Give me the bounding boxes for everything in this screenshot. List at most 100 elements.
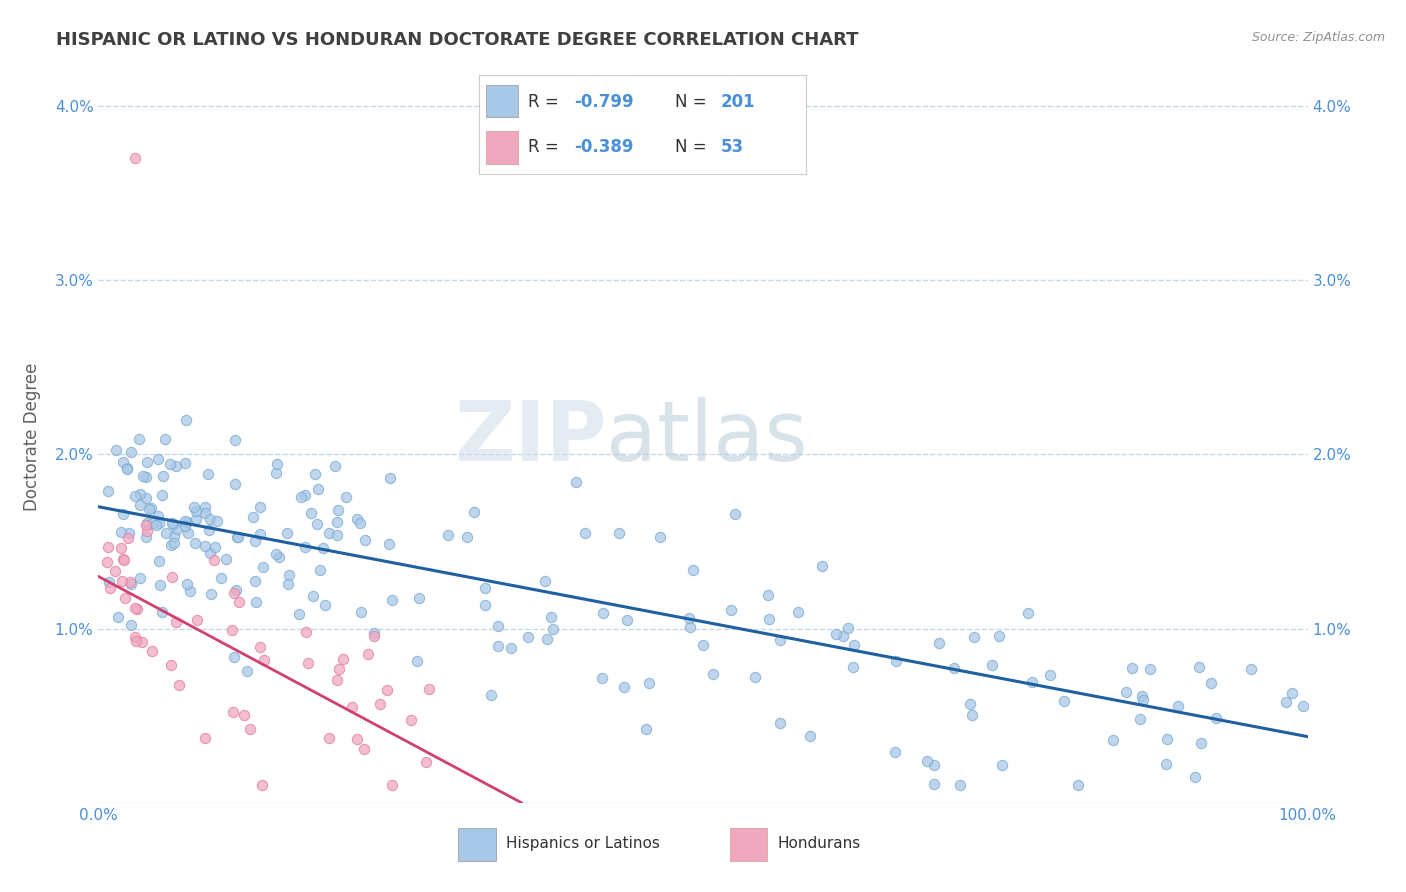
Point (194, 539, 217, 553)
Point (277, 577, 299, 591)
Point (149, 577, 172, 591)
Point (141, 644, 163, 658)
Point (226, 530, 249, 544)
Point (883, 745, 905, 759)
Point (204, 553, 226, 567)
Point (312, 541, 335, 555)
Point (516, 630, 538, 644)
Point (166, 523, 188, 537)
Point (111, 508, 134, 522)
Point (787, 605, 810, 619)
Point (200, 512, 222, 526)
Point (98, 581, 121, 595)
Point (294, 541, 316, 555)
Point (117, 531, 139, 545)
Point (949, 778, 972, 792)
Point (250, 778, 273, 792)
Point (129, 571, 152, 585)
Point (1115, 685, 1137, 699)
Point (148, 516, 170, 530)
Point (290, 490, 312, 504)
Point (299, 507, 322, 521)
Point (678, 611, 700, 625)
Point (328, 503, 350, 517)
Point (264, 547, 287, 561)
Point (1121, 661, 1143, 675)
Point (1274, 694, 1296, 708)
Point (981, 658, 1004, 673)
Point (1292, 698, 1315, 713)
Point (264, 466, 287, 480)
Point (323, 459, 346, 474)
Point (124, 634, 146, 648)
Point (96, 555, 118, 569)
Point (184, 512, 207, 526)
Point (332, 652, 354, 666)
Point (314, 598, 336, 612)
Point (682, 563, 704, 577)
Point (406, 654, 429, 668)
Point (636, 722, 658, 736)
Point (276, 526, 298, 541)
Point (297, 656, 319, 670)
Point (125, 601, 148, 615)
Point (167, 678, 190, 692)
Point (959, 698, 981, 712)
Point (97, 541, 120, 555)
Point (115, 462, 138, 476)
Point (269, 549, 291, 564)
Point (350, 605, 373, 619)
Point (616, 613, 638, 627)
Point (135, 470, 157, 484)
Point (105, 442, 128, 457)
Point (232, 707, 254, 722)
Point (1184, 770, 1206, 784)
Point (110, 541, 132, 555)
Text: Source: ZipAtlas.com: Source: ZipAtlas.com (1251, 31, 1385, 45)
Point (165, 615, 187, 630)
Point (174, 456, 197, 470)
Point (222, 705, 245, 719)
Point (756, 588, 779, 602)
Point (769, 715, 792, 730)
Point (245, 574, 267, 589)
Point (224, 434, 246, 448)
Point (245, 595, 267, 609)
Point (176, 516, 198, 530)
Point (591, 671, 613, 685)
Point (1139, 661, 1161, 675)
Point (534, 574, 557, 588)
Point (1067, 778, 1090, 792)
Point (825, 627, 848, 641)
Point (129, 498, 152, 512)
Point (160, 538, 183, 552)
Point (152, 468, 174, 483)
Point (194, 506, 217, 520)
Point (418, 681, 440, 696)
Point (115, 460, 138, 475)
Point (183, 500, 205, 514)
Y-axis label: Doctorate Degree: Doctorate Degree (22, 363, 41, 511)
Point (1039, 667, 1062, 681)
Point (224, 476, 246, 491)
Point (295, 624, 318, 639)
Point (204, 540, 226, 554)
Point (607, 525, 630, 540)
Point (1130, 689, 1153, 703)
Point (173, 519, 195, 533)
Point (98, 574, 121, 589)
Point (124, 601, 146, 615)
Point (155, 525, 177, 540)
Point (287, 607, 309, 621)
Point (928, 636, 950, 650)
Point (159, 658, 181, 673)
Point (215, 551, 238, 566)
Point (224, 586, 246, 600)
Point (942, 661, 965, 675)
Point (1205, 711, 1227, 725)
Point (242, 509, 264, 524)
Point (1188, 660, 1211, 674)
Point (328, 662, 350, 676)
Point (221, 624, 243, 638)
Point (1156, 731, 1178, 746)
